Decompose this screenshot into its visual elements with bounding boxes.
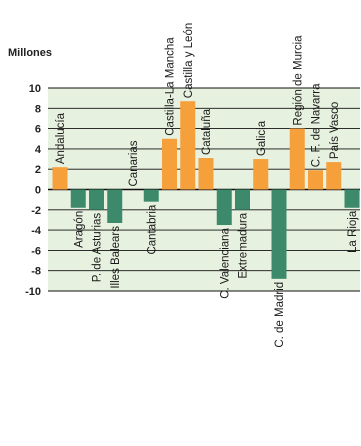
bar (216, 189, 232, 226)
category-label: Región de Murcia (292, 35, 304, 126)
y-tick-label: 2 (35, 164, 41, 176)
category-label: Canarias (128, 140, 140, 186)
category-labels: Andalucía Aragón P. de Asturias Illes Balea… (55, 23, 359, 348)
y-tick-labels: 10 8 6 4 2 0 -2 -4 -6 -8 -10 (25, 83, 42, 298)
category-label: Cantabria (146, 204, 158, 254)
gridlines (48, 87, 360, 292)
bar (271, 189, 287, 279)
y-tick-label: -2 (31, 205, 41, 217)
bar (52, 167, 68, 190)
bar (308, 170, 323, 190)
bar (235, 189, 250, 210)
y-tick-label: -6 (31, 245, 41, 257)
bar (107, 189, 123, 223)
category-label: Extremadura (238, 212, 250, 278)
bar (326, 162, 342, 190)
bar (253, 159, 269, 190)
category-label: Castilla-La Mancha (165, 37, 177, 136)
category-label: C. F. de Navarra (311, 83, 323, 167)
bar (180, 101, 196, 190)
y-tick-label: 4 (35, 144, 42, 156)
y-tick-label: -4 (31, 225, 42, 237)
bar (143, 189, 159, 202)
bar (198, 158, 214, 190)
category-label: Cataluña (201, 108, 213, 155)
bar (70, 189, 86, 208)
y-tick-label: 10 (29, 83, 41, 95)
category-label: C. Valenciana (219, 227, 231, 298)
category-label: País Vasco (329, 102, 341, 159)
y-tick-label: 6 (35, 124, 41, 136)
category-label: Illes Balears (110, 226, 122, 289)
category-label: P. de Asturias (92, 213, 104, 283)
category-label: Andalucía (55, 112, 67, 164)
bar (344, 189, 360, 208)
bars (52, 101, 360, 279)
bar (89, 189, 104, 210)
y-tick-label: 8 (35, 103, 41, 115)
bar (162, 138, 177, 190)
category-label: Aragón (73, 211, 85, 248)
category-label: Galicia (256, 120, 268, 156)
y-tick-label: 0 (35, 185, 41, 197)
y-axis-label: Millones (8, 47, 52, 59)
bar (289, 128, 305, 190)
category-label: La Rioja (347, 210, 359, 253)
y-tick-label: -10 (25, 286, 41, 298)
y-tick-label: -8 (31, 266, 41, 278)
category-label: C. de Madrid (274, 282, 286, 348)
category-label: Castilla y León (183, 23, 195, 98)
